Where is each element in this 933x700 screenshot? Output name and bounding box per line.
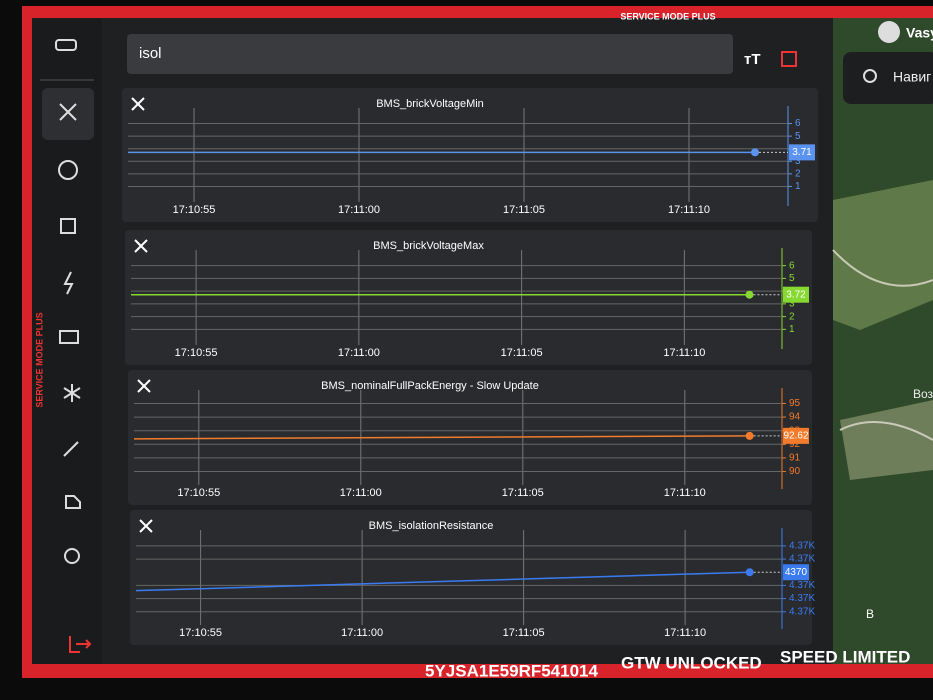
y-tick-label: 94 xyxy=(789,412,801,423)
x-tick-label: 17:11:05 xyxy=(503,627,545,639)
y-tick-label: 4.37K xyxy=(789,580,815,591)
x-tick-label: 17:11:10 xyxy=(664,627,706,639)
y-tick-label: 95 xyxy=(789,398,801,409)
close-icon xyxy=(139,519,153,533)
y-tick-label: 1 xyxy=(795,181,801,192)
user-avatar[interactable] xyxy=(878,21,900,43)
icon-chip[interactable] xyxy=(60,218,76,234)
clear-button[interactable] xyxy=(781,51,797,67)
y-tick-label: 6 xyxy=(795,118,801,129)
user-name[interactable]: Vasy xyxy=(906,25,933,41)
y-tick-label: 2 xyxy=(789,311,795,322)
x-tick-label: 17:11:05 xyxy=(502,487,544,499)
map-search[interactable]: Навиг xyxy=(893,69,931,85)
value-label-box xyxy=(783,427,809,444)
sidebar-label: SERVICE MODE PLUS xyxy=(34,312,44,407)
last-point xyxy=(751,148,759,157)
icon-power[interactable] xyxy=(63,271,74,295)
x-tick-label: 17:11:10 xyxy=(668,204,710,216)
chart-panel xyxy=(122,88,818,222)
icon-door[interactable] xyxy=(65,495,81,509)
icon-airbag[interactable] xyxy=(64,548,80,564)
text-size-button[interactable]: тT xyxy=(744,51,761,68)
x-tick-label: 17:11:00 xyxy=(341,627,383,639)
x-tick-label: 17:11:05 xyxy=(501,347,543,359)
sidebar-icons xyxy=(55,39,92,653)
y-tick-label: 92 xyxy=(789,439,801,450)
x-tick-label: 17:11:00 xyxy=(340,487,382,499)
chart-title: BMS_brickVoltageMin xyxy=(376,98,484,110)
y-tick-label: 3 xyxy=(795,156,801,167)
icon-car[interactable] xyxy=(55,39,77,51)
y-tick-label: 4.37K xyxy=(789,554,815,565)
value-label: 3.72 xyxy=(786,289,806,300)
y-tick-label: 91 xyxy=(789,453,801,464)
y-tick-label: 1 xyxy=(789,324,795,335)
map-field xyxy=(833,180,933,330)
x-tick-label: 17:10:55 xyxy=(177,487,220,499)
icon-tools[interactable] xyxy=(59,103,77,121)
icon-climate[interactable] xyxy=(63,384,81,402)
y-tick-label: 90 xyxy=(789,466,801,477)
charts: BMS_brickVoltageMin 17:10:55 17:11:00 17:11… xyxy=(122,88,818,645)
search-text[interactable]: isol xyxy=(139,45,162,62)
map-field xyxy=(840,400,933,480)
close-icon xyxy=(131,97,145,111)
search-icon xyxy=(863,69,877,83)
chart-panel xyxy=(125,230,812,365)
chart-title: BMS_nominalFullPackEnergy - Slow Update xyxy=(321,380,539,392)
value-label-box xyxy=(783,286,809,303)
icon-wheel[interactable] xyxy=(58,160,78,180)
x-tick-label: 17:11:05 xyxy=(503,204,545,216)
x-tick-label: 17:10:55 xyxy=(179,627,222,639)
y-tick-label: 6 xyxy=(789,260,795,271)
map-place: Воз xyxy=(913,387,933,401)
last-point xyxy=(745,431,754,440)
x-tick-label: 17:10:55 xyxy=(173,204,216,216)
sidebar-active xyxy=(42,88,94,140)
last-point xyxy=(745,290,754,299)
value-label: 92.62 xyxy=(783,431,808,442)
signal-search[interactable] xyxy=(127,34,733,74)
value-label: 4370 xyxy=(785,567,808,578)
value-label: 3.71 xyxy=(792,147,812,158)
gateway-status: GTW UNLOCKED xyxy=(621,653,762,672)
map-compass: B xyxy=(866,607,874,621)
map xyxy=(833,18,933,664)
close-icon xyxy=(137,379,151,393)
y-tick-label: 5 xyxy=(795,131,801,142)
y-tick-label: 3 xyxy=(789,299,795,310)
speed-status: SPEED LIMITED xyxy=(780,647,910,666)
series-line xyxy=(135,571,750,592)
map-road xyxy=(839,421,933,441)
banner: SERVICE MODE PLUS xyxy=(620,11,715,21)
value-label-box xyxy=(783,564,809,581)
icon-exit[interactable] xyxy=(69,636,92,653)
y-tick-label: 5 xyxy=(789,273,795,284)
x-tick-label: 17:11:00 xyxy=(338,347,380,359)
y-tick-label: 4.37K xyxy=(789,593,815,604)
close-icon xyxy=(134,239,148,253)
icon-battery[interactable] xyxy=(59,330,79,344)
y-tick-label: 2 xyxy=(795,169,801,180)
x-tick-label: 17:11:00 xyxy=(338,204,380,216)
series-line xyxy=(133,435,750,440)
map-search-box[interactable] xyxy=(843,52,933,104)
value-label-box xyxy=(789,144,815,161)
map-road xyxy=(832,249,933,287)
chart-title: BMS_isolationResistance xyxy=(369,520,494,532)
vin: 5YJSA1E59RF541014 xyxy=(425,661,599,680)
last-point xyxy=(745,568,754,577)
y-tick-label: 4.37K xyxy=(789,541,815,552)
x-tick-label: 17:10:55 xyxy=(175,347,218,359)
chart-title: BMS_brickVoltageMax xyxy=(373,240,484,252)
x-tick-label: 17:11:10 xyxy=(663,347,705,359)
y-tick-label: 4.37K xyxy=(789,606,815,617)
icon-probe[interactable] xyxy=(63,441,79,457)
x-tick-label: 17:11:10 xyxy=(664,487,706,499)
